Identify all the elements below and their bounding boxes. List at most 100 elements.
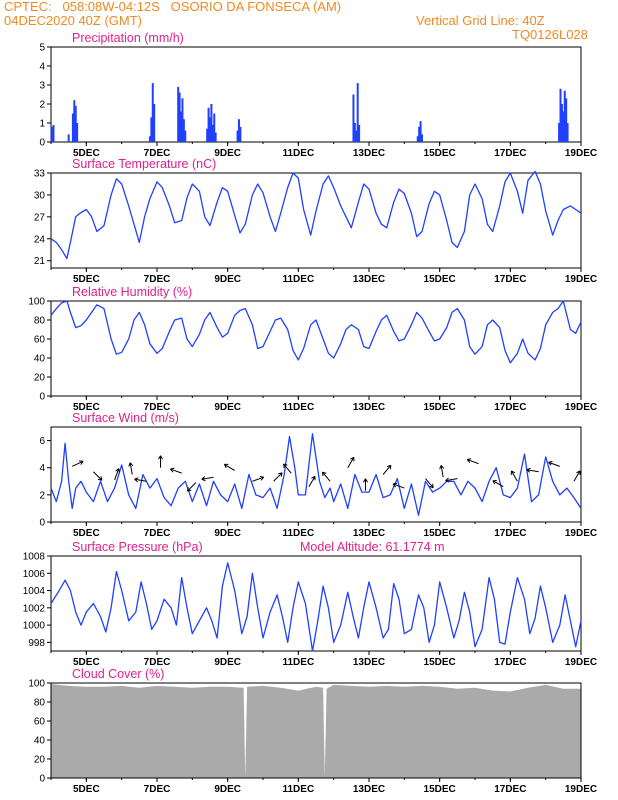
y-tick-label: 4 [39,463,45,474]
wind-arrow [573,470,581,482]
y-tick-label: 40 [34,736,46,747]
precip-bar [419,121,422,142]
precip-bar [210,104,213,142]
precip-bar [182,119,185,142]
precip-bar [50,126,53,142]
wind-arrow-head [134,477,139,483]
wind-arrow-head [321,471,327,477]
precip-bar [560,104,563,142]
y-tick-label: 60 [34,335,46,346]
header-line2-right: Vertical Grid Line: 40Z [416,13,545,28]
y-tick-label: 33 [34,169,46,180]
y-tick-label: 998 [28,638,45,649]
precip-bar [214,132,217,142]
precip-bar [148,136,151,142]
x-tick-label: 17DEC [494,784,526,795]
precip-bar [52,124,55,142]
wind-arrow [71,460,84,467]
wind-arrow-head [445,477,450,483]
wind-arrow [425,478,434,489]
precip-bar [563,90,566,142]
wind-arrow-head [283,463,288,468]
precip-bar [352,94,355,142]
y-tick-label: 3 [39,81,45,92]
precip-bar [184,130,187,142]
wind-arrow-head [128,462,134,467]
x-tick-label: 5DEC [73,402,100,413]
wind-arrow [548,461,560,467]
y-tick-label: 20 [34,373,46,384]
panel-frame-overlay [50,682,582,779]
x-tick-label: 15DEC [424,274,456,285]
panel-0: Precipitation (mm/h) 0 1 2 3 4 5 5DEC 7DEC 9DEC 11… [39,31,597,159]
wind-arrow [129,462,133,475]
x-tick-label: 15DEC [424,657,456,668]
panel-frame [50,555,582,652]
wind-arrow-head [311,475,316,481]
precip-bar [207,107,210,142]
panel-title: Cloud Cover (%) [72,667,164,681]
header-line1-left: CPTEC: 058:08W-04:12S OSORIO DA FONSECA … [4,0,342,14]
wind-arrow-head [223,463,229,469]
wind-arrow-head [466,458,472,463]
x-tick-label: 11DEC [282,784,314,795]
x-tick-label: 9DEC [214,148,241,159]
precip-bar [421,134,423,142]
wind-arrow-head [429,483,434,489]
x-tick-label: 9DEC [214,528,241,539]
wind-arrow [382,464,392,475]
x-tick-label: 9DEC [214,657,241,668]
precip-bar [418,126,421,142]
y-tick-label: 2 [39,490,45,501]
precip-bar [566,123,569,142]
precip-bar [236,130,239,142]
panel-frame [50,426,582,523]
x-tick-label: 19DEC [565,784,597,795]
precip-bar [67,134,70,142]
precip-bar [558,123,561,142]
x-tick-label: 7DEC [144,657,171,668]
x-tick-label: 11DEC [282,148,314,159]
x-tick-label: 11DEC [282,402,314,413]
wind-arrow-head [259,475,265,481]
cloud-area [51,684,581,778]
y-tick-label: 2 [39,100,45,111]
y-tick-label: 80 [34,316,46,327]
wind-arrow [170,468,182,474]
wind-arrow-head [97,476,103,481]
x-tick-label: 5DEC [73,274,100,285]
y-tick-label: 1008 [23,552,46,563]
panel-5: Cloud Cover (%) 0 20 40 60 80 100 5DEC 7DEC 9DEC 1… [28,667,597,795]
y-tick-label: 1002 [23,603,46,614]
x-tick-label: 5DEC [73,784,100,795]
panel-title: Relative Humidity (%) [72,285,192,299]
wind-arrow [134,478,147,482]
precip-bar [73,100,76,142]
x-tick-label: 19DEC [565,274,597,285]
x-tick-label: 17DEC [494,402,526,413]
panel-title: Precipitation (mm/h) [72,31,184,45]
x-tick-label: 7DEC [144,784,171,795]
wind-arrow [224,463,235,471]
x-tick-label: 13DEC [353,528,385,539]
series-line [50,433,582,516]
x-tick-label: 13DEC [353,274,385,285]
precip-bar [71,113,74,142]
x-tick-label: 17DEC [494,528,526,539]
wind-arrow-head [115,468,120,473]
precip-bar [237,119,240,142]
x-tick-label: 9DEC [214,784,241,795]
model-altitude-label: Model Altitude: 61.1774 m [300,540,445,554]
precip-bar [358,124,361,142]
x-tick-label: 9DEC [214,274,241,285]
panel-1: Surface Temperature (nC) 21 24 27 30 33 5DEC 7D… [34,157,597,285]
precip-bar [356,83,359,142]
wind-arrow [347,457,355,468]
wind-arrow [445,478,458,482]
series-line [50,170,582,260]
x-tick-label: 19DEC [565,657,597,668]
precip-bar [206,128,209,142]
x-tick-label: 11DEC [282,528,314,539]
wind-arrow [467,459,479,465]
wind-arrow-head [278,472,283,477]
